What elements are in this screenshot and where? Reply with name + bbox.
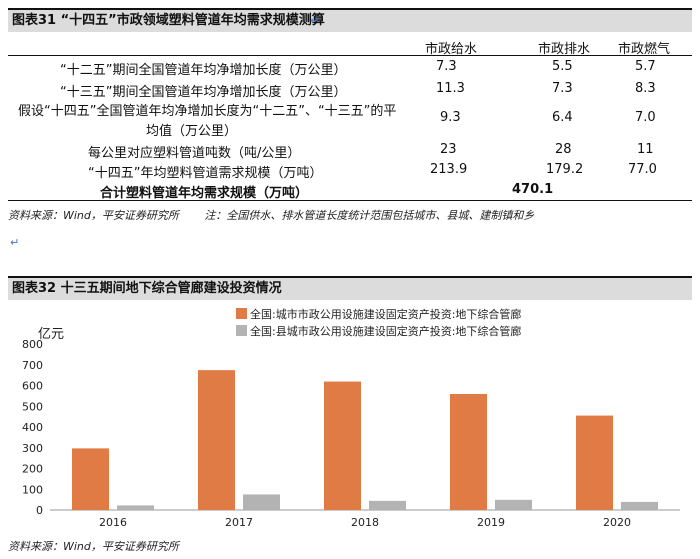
x-tick-label: 2019 [477, 516, 505, 529]
bar-city [198, 370, 235, 510]
row-value: 6.4 [552, 110, 573, 125]
x-tick-label: 2017 [225, 516, 253, 529]
table31-source: 资料来源：Wind，平安证券研究所 注：全国供水、排水管道长度统计范围包括城市、… [8, 207, 534, 223]
bar-city [450, 394, 487, 510]
column-header: 市政燃气 [618, 42, 671, 57]
x-tick-label: 2016 [99, 516, 127, 529]
bar-county [243, 494, 280, 510]
row-label: “十三五”期间全国管道年均净增加长度（万公里） [60, 85, 347, 100]
x-tick-label: 2018 [351, 516, 379, 529]
bar-city [324, 381, 361, 510]
table31-title: 图表31 “十四五”市政领域塑料管道年均需求规模测算 [12, 13, 325, 28]
y-tick-label: 500 [22, 400, 43, 413]
y-axis-label: 亿元 [38, 327, 64, 342]
row-value: 11 [637, 142, 654, 157]
y-tick-label: 300 [22, 442, 43, 455]
source-text: 资料来源：Wind，平安证券研究所 [8, 209, 179, 222]
bar-county [621, 501, 658, 510]
row-value: 7.3 [552, 81, 573, 96]
paragraph-mark: ↵ [10, 236, 20, 249]
x-tick-label: 2020 [603, 516, 631, 529]
bar-city [576, 415, 613, 510]
row-value: 7.3 [436, 59, 457, 74]
bar-county [495, 499, 532, 510]
y-tick-label: 700 [22, 359, 43, 372]
y-tick-label: 100 [22, 483, 43, 496]
y-tick-label: 200 [22, 463, 43, 476]
row-label: 每公里对应塑料管道吨数（吨/公里） [88, 146, 301, 161]
total-value: 470.1 [512, 182, 554, 197]
row-value: 28 [555, 142, 572, 157]
table31-header: 图表31 “十四五”市政领域塑料管道年均需求规模测算 ↵ [8, 8, 692, 32]
y-tick-label: 800 [22, 338, 43, 351]
bar-county [117, 505, 154, 510]
row-value: 23 [440, 142, 457, 157]
y-tick-label: 600 [22, 380, 43, 393]
chart32-source: 资料来源：Wind，平安证券研究所 [8, 540, 179, 553]
table-bottom-rule [8, 200, 692, 201]
bar-city [72, 448, 109, 510]
column-header: 市政排水 [538, 42, 591, 57]
row-label: “十四五”年均塑料管道需求规模（万吨） [88, 166, 323, 181]
row-value: 179.2 [546, 162, 584, 177]
chart32-header: 图表32 十三五期间地下综合管廊建设投资情况 [8, 276, 692, 300]
chart32-title: 图表32 十三五期间地下综合管廊建设投资情况 [12, 281, 282, 296]
y-tick-label: 400 [22, 421, 43, 434]
row-value: 8.3 [635, 81, 656, 96]
legend-swatch-gray [236, 325, 247, 336]
legend-label: 全国:城市市政公用设施建设固定资产投资:地下综合管廊 [250, 308, 522, 321]
column-header: 市政给水 [425, 42, 478, 57]
bar-county [369, 500, 406, 510]
investment-bar-chart: 亿元 0 100 200 300 400 500 600 700 800 2016 2017 2018 2… [22, 327, 680, 529]
table-divider [8, 55, 692, 56]
row-value: 7.0 [635, 110, 656, 125]
row-value: 77.0 [628, 162, 657, 177]
y-tick-label: 0 [36, 504, 43, 517]
row-value: 5.7 [635, 59, 656, 74]
row-value: 9.3 [440, 110, 461, 125]
legend-label: 全国:县城市政公用设施建设固定资产投资:地下综合管廊 [250, 325, 522, 338]
note-text: 注：全国供水、排水管道长度统计范围包括城市、县城、建制镇和乡 [204, 209, 535, 222]
row-value: 213.9 [430, 162, 468, 177]
row-value: 11.3 [436, 81, 465, 96]
row-label: 假设“十四五”全国管道年均净增加长度为“十二五”、“十三五”的平 [18, 104, 397, 119]
total-label: 合计塑料管道年均需求规模（万吨） [100, 186, 309, 201]
row-label: “十二五”期间全国管道年均净增加长度（万公里） [60, 63, 347, 78]
row-label: 均值（万公里） [146, 124, 238, 139]
legend-swatch-orange [236, 308, 247, 319]
row-value: 5.5 [552, 59, 573, 74]
